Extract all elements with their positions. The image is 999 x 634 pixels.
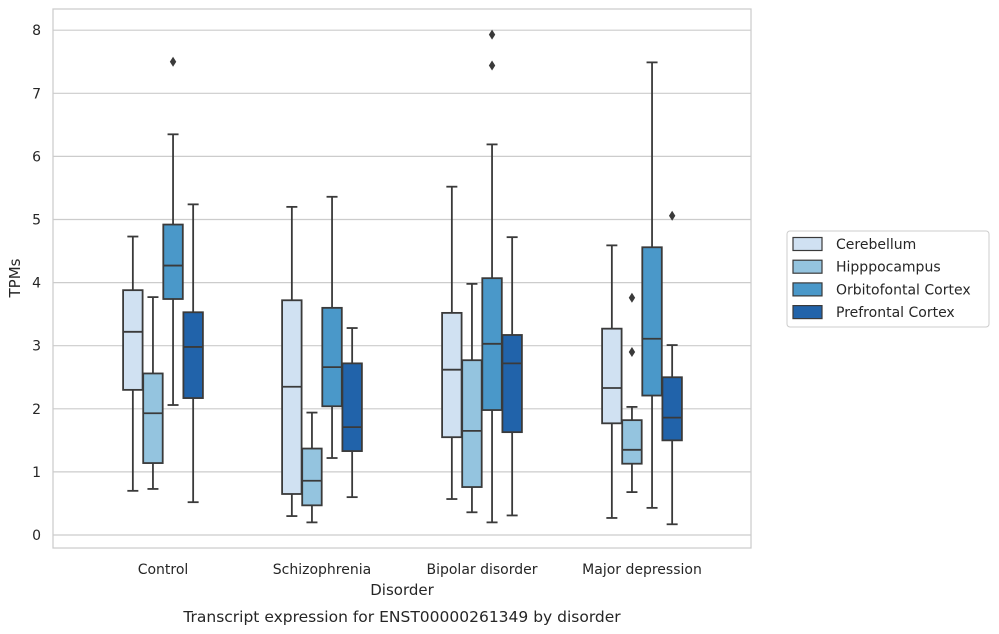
box-iqr [341,362,363,452]
y-tick-label: 2 [32,402,41,418]
legend-label: Hipppocampus [836,260,941,276]
legend-frame [786,230,990,328]
x-tick-label: Schizophrenia [273,562,371,578]
box-orbitofontal-cortex-0 [162,56,184,406]
box-iqr [281,299,303,495]
box-hipppocampus-0 [142,296,164,490]
box-prefrontal-cortex-2 [501,236,523,517]
box-iqr [142,372,164,464]
box-iqr [162,223,184,300]
box-cerebellum-1 [281,205,303,517]
outlier-point [628,292,636,303]
x-tick-label: Bipolar disorder [426,562,537,578]
legend-label: Prefrontal Cortex [836,305,955,321]
outlier-point [668,210,676,221]
outlier-point [628,347,636,358]
plot-frame [52,8,752,549]
box-iqr [621,419,643,465]
box-prefrontal-cortex-3 [661,210,683,526]
box-iqr [601,327,623,425]
box-iqr [321,306,343,408]
boxes-group [122,29,683,526]
box-prefrontal-cortex-0 [182,203,204,504]
box-iqr [441,311,463,439]
box-iqr [301,447,323,507]
y-tick-label: 5 [32,213,41,229]
y-tick-labels: 0 1 2 3 4 5 6 7 8 [32,23,41,544]
box-iqr [641,246,663,397]
x-tick-label: Major depression [582,562,702,578]
box-cerebellum-3 [601,244,623,519]
box-orbitofontal-cortex-3 [641,61,663,509]
y-tick-label: 6 [32,149,41,165]
box-iqr [122,289,144,391]
box-orbitofontal-cortex-1 [321,195,343,459]
legend-swatch [792,305,823,320]
y-tick-label: 4 [32,276,41,292]
x-tick-labels: Control Schizophrenia Bipolar disorder Majo… [138,562,702,578]
box-iqr [661,376,683,442]
y-tick-label: 7 [32,86,41,102]
box-cerebellum-2 [441,185,463,500]
outlier-point [488,29,496,40]
legend-swatch [792,259,823,274]
box-iqr [461,359,483,488]
x-axis-label: Disorder [370,581,434,599]
y-axis-label: TPMs [6,258,24,298]
y-tick-label: 1 [32,465,41,481]
box-iqr [501,334,523,434]
legend-label: Orbitofontal Cortex [836,282,971,298]
outlier-point [169,56,177,67]
chart-caption: Transcript expression for ENST0000026134… [182,608,621,626]
box-orbitofontal-cortex-2 [481,29,503,524]
box-hipppocampus-3 [621,292,643,493]
legend-label: Cerebellum [836,237,916,253]
outlier-point [488,60,496,71]
box-hipppocampus-2 [461,282,483,514]
legend: Cerebellum Hipppocampus Orbitofontal Corte… [786,230,990,328]
box-hipppocampus-1 [301,411,323,524]
x-tick-label: Control [138,562,189,578]
legend-swatch [792,236,823,252]
legend-swatch [792,282,823,297]
box-iqr [182,311,204,399]
y-tick-label: 3 [32,339,41,355]
y-tick-label: 0 [32,528,41,544]
box-prefrontal-cortex-1 [341,327,363,499]
box-cerebellum-0 [122,235,144,492]
y-tick-label: 8 [32,23,41,39]
